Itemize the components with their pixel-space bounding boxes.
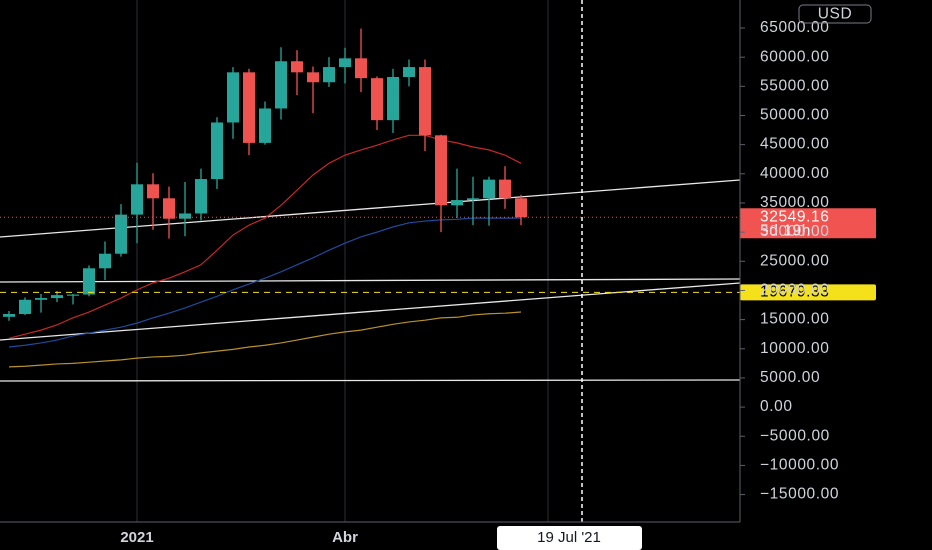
moving-average	[8, 311, 522, 368]
candle-body	[211, 122, 223, 180]
y-tick-label: 25000.00	[760, 252, 829, 269]
y-tick-label: 60000.00	[760, 48, 829, 65]
candle-body	[467, 198, 479, 201]
y-tick-label: −15000.00	[760, 486, 839, 503]
y-tick-label: 30000.00	[760, 223, 829, 240]
last-price-label: 32549.16	[760, 208, 829, 225]
candle-body	[115, 214, 127, 254]
candle-body	[339, 58, 351, 68]
countdown-label: 5d 19h	[760, 222, 811, 239]
candle-body	[243, 72, 255, 143]
y-tick-label: 20000.00	[760, 282, 829, 299]
y-tick-label: 55000.00	[760, 77, 829, 94]
y-axis: −15000.00 −10000.00 −5000.00 0.00 5000.00 100…	[740, 19, 839, 503]
x-tick-label: 2021	[120, 529, 153, 546]
candle-body	[291, 61, 303, 73]
candles	[3, 28, 527, 321]
candle-body	[371, 78, 383, 121]
candle-body	[419, 67, 431, 136]
grid	[136, 0, 346, 522]
candle-body	[131, 184, 143, 215]
candle-body	[387, 76, 399, 121]
candle-body	[35, 298, 47, 300]
candle-body	[195, 179, 207, 214]
y-tick-label: 15000.00	[760, 311, 829, 328]
trend-line	[0, 379, 741, 382]
candle-body	[483, 179, 495, 199]
y-tick-label: 40000.00	[760, 165, 829, 182]
trend-line	[0, 278, 741, 283]
last-price-box	[740, 208, 876, 239]
candle-body	[355, 58, 367, 79]
candle-body	[275, 61, 287, 109]
candle-body	[3, 314, 15, 317]
x-tick-label: Abr	[332, 529, 358, 546]
y-tick-label: 45000.00	[760, 136, 829, 153]
candle-body	[323, 67, 335, 83]
price-line-label: 19679.33	[760, 283, 829, 300]
y-tick-label: 50000.00	[760, 107, 829, 124]
candle-body	[67, 294, 79, 296]
y-tick-label: 35000.00	[760, 194, 829, 211]
y-tick-label: −5000.00	[760, 427, 830, 444]
candle-body	[451, 200, 463, 206]
candle-body	[499, 179, 511, 199]
crosshair-label: 19 Jul '21	[537, 529, 601, 546]
candle-body	[163, 198, 175, 219]
y-tick-label: −10000.00	[760, 457, 839, 474]
currency-label: USD	[818, 6, 853, 23]
y-tick-label: 5000.00	[760, 369, 820, 386]
candle-body	[307, 72, 319, 83]
y-tick-label: 0.00	[760, 398, 793, 415]
candle-body	[435, 135, 447, 206]
price-line-box	[740, 284, 876, 301]
candle-body	[99, 253, 111, 269]
candle-body	[83, 268, 95, 295]
moving-average	[8, 217, 521, 348]
currency-box[interactable]	[798, 4, 872, 24]
candle-body	[403, 67, 415, 77]
candle-body	[259, 108, 271, 143]
candle-body	[51, 295, 63, 299]
candle-body	[227, 72, 239, 123]
crosshair-label-box	[497, 526, 642, 550]
candle-body	[147, 184, 159, 199]
x-axis: 2021 Abr	[120, 529, 358, 546]
y-tick-label: 10000.00	[760, 340, 829, 357]
candle-body	[515, 198, 527, 218]
candle-body	[179, 213, 191, 219]
candle-body	[19, 299, 31, 315]
